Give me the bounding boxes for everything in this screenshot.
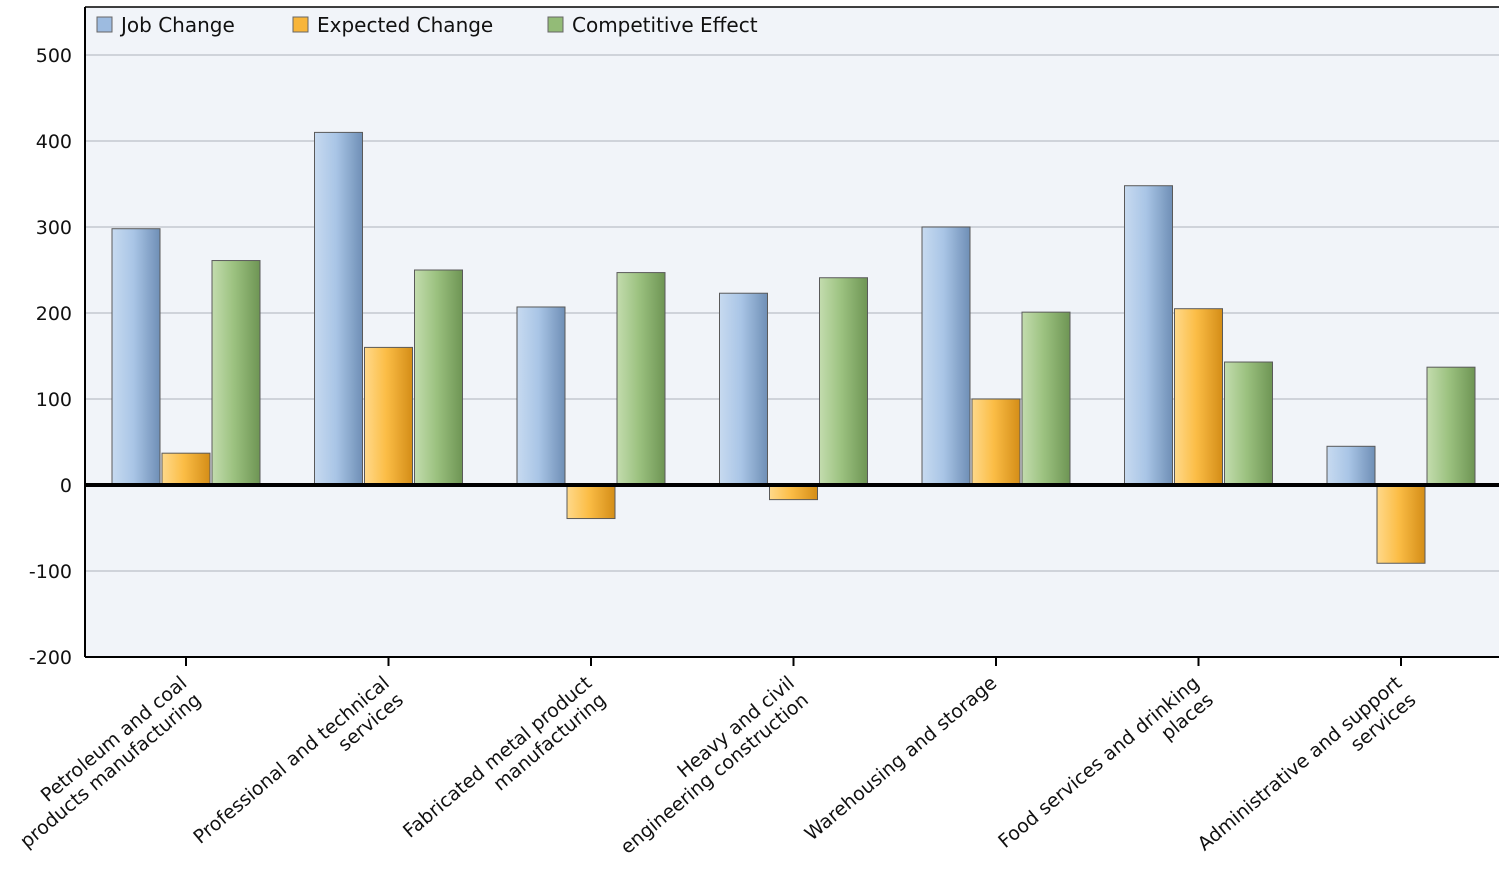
x-tick-label: Heavy and civilengineering construction [602,672,813,859]
plot-background [85,7,1499,657]
bar-competitive-effect [211,260,261,486]
bar-competitive-effect [414,269,463,486]
y-tick-label: 400 [36,131,72,153]
y-tick-label: -200 [29,647,72,669]
bar-job-change [921,226,971,486]
x-tick-label-line: Petroleum and coal [37,672,192,807]
y-tick-label: 0 [60,475,72,497]
x-tick-label-line: Professional and technical [189,672,393,848]
bar-competitive-effect [1021,311,1071,486]
bar-expected-change [161,452,211,486]
bar-expected-change [1376,484,1426,564]
bar-competitive-effect [616,272,666,486]
x-tick-label-line: Food services and drinking [994,672,1203,853]
x-tick-label-line: products manufacturing [16,689,205,853]
y-tick-label: -100 [29,561,72,583]
x-tick-label-line: Warehousing and storage [801,672,1002,845]
x-tick-label: Administrative and supportservices [1194,672,1421,872]
bar-expected-change [971,398,1021,486]
bar-job-change [719,292,768,486]
legend: Job Change Expected Change Competitive Eff… [96,13,758,37]
x-tick-label-line: Administrative and support [1194,672,1407,855]
x-tick-label-line: Fabricated metal product [399,672,596,842]
bar-job-change [1124,185,1173,486]
bar-job-change [314,131,363,486]
bar-expected-change [769,484,818,501]
x-tick-label: Professional and technicalservices [189,672,408,865]
bar-expected-change [566,484,616,520]
bars [111,131,1476,564]
x-tick-label: Petroleum and coalproducts manufacturing [2,672,205,853]
bar-competitive-effect [1426,366,1476,486]
y-tick-label: 200 [36,303,72,325]
x-tick-label-line: engineering construction [616,689,812,859]
legend-label: Expected Change [317,13,493,37]
y-tick-label: 500 [36,45,72,67]
bar-competitive-effect [1224,361,1273,486]
x-tick-label: Fabricated metal productmanufacturing [399,672,610,859]
bar-competitive-effect [819,277,868,486]
bar-job-change [111,228,161,486]
bar-expected-change [364,346,413,486]
bar-job-change [1326,445,1376,486]
legend-label: Competitive Effect [572,13,758,37]
x-tick-label: Warehousing and storage [801,672,1002,845]
legend-swatch [96,16,113,33]
legend-swatch [547,16,564,33]
bar-job-change [516,306,566,486]
y-tick-label: 100 [36,389,72,411]
legend-swatch [292,16,309,33]
y-tick-label: 300 [36,217,72,239]
bar-expected-change [1174,308,1223,486]
legend-label: Job Change [119,13,235,37]
x-tick-label: Food services and drinkingplaces [994,672,1218,870]
